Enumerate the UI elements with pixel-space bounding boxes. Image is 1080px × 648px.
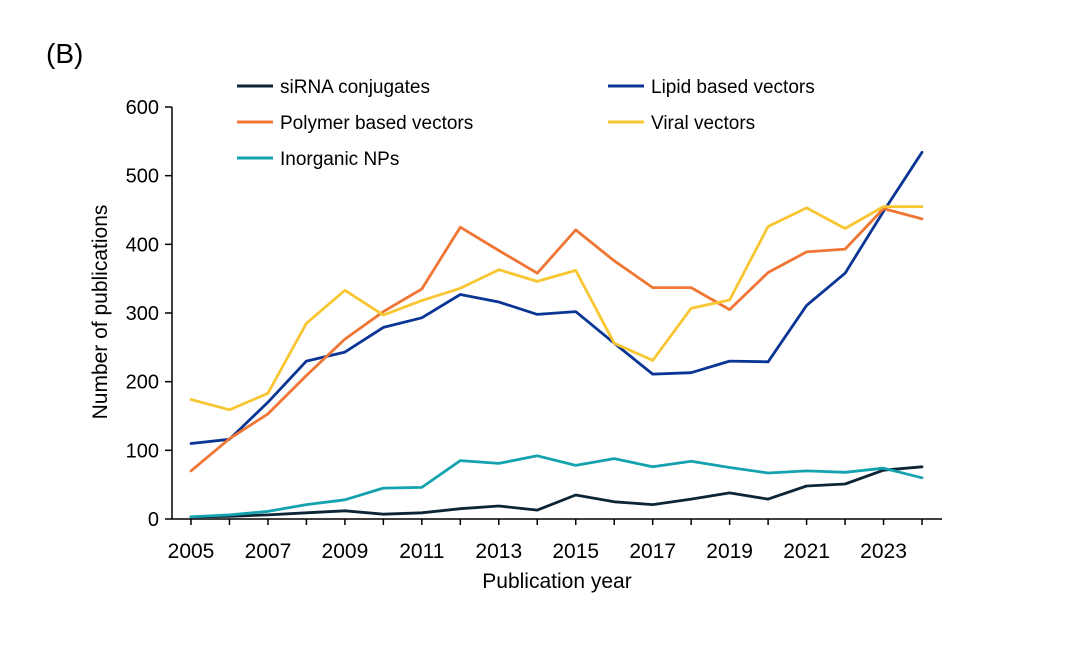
legend-label-inorganic-nps: Inorganic NPs [280,149,399,170]
y-tick-label: 400 [126,234,159,256]
y-tick-label: 500 [126,166,159,188]
x-tick-label: 2021 [783,540,830,563]
axes: 0 100 200 300 400 500 600 2005 2007 2009 2011 2013 2… [126,97,942,563]
x-tick-label: 2013 [475,540,522,563]
x-tick-label: 2017 [629,540,676,563]
legend-label-polymer-based-vectors: Polymer based vectors [280,113,473,134]
x-tick-label: 2011 [399,540,444,563]
y-axis-label: Number of publications [89,205,112,420]
legend-label-lipid-based-vectors: Lipid based vectors [651,77,815,98]
x-tick-label: 2019 [706,540,753,563]
y-tick-label: 200 [126,372,159,394]
legend: siRNA conjugates Lipid based vectors Polym… [237,77,815,170]
y-tick-label: 600 [126,97,159,119]
series-line-lipid-based-vectors [189,150,924,445]
series-line-polymer-based-vectors [189,207,924,473]
x-tick-label: 2005 [168,540,215,563]
series-line-viral-vectors [189,205,924,412]
y-tick-label: 300 [126,303,159,325]
series-line-sirna-conjugates [189,465,924,519]
y-tick-label: 100 [126,440,159,462]
legend-label-sirna-conjugates: siRNA conjugates [280,77,430,98]
series-line-inorganic-nps [189,454,924,519]
x-tick-label: 2015 [552,540,599,563]
x-tick-label: 2007 [245,540,292,563]
x-axis-label: Publication year [482,570,631,593]
series-layer [189,150,924,519]
panel-label: (B) [46,38,84,69]
x-tick-label: 2023 [860,540,907,563]
x-tick-label: 2009 [322,540,369,563]
y-tick-label: 0 [148,509,159,531]
legend-label-viral-vectors: Viral vectors [651,113,755,134]
